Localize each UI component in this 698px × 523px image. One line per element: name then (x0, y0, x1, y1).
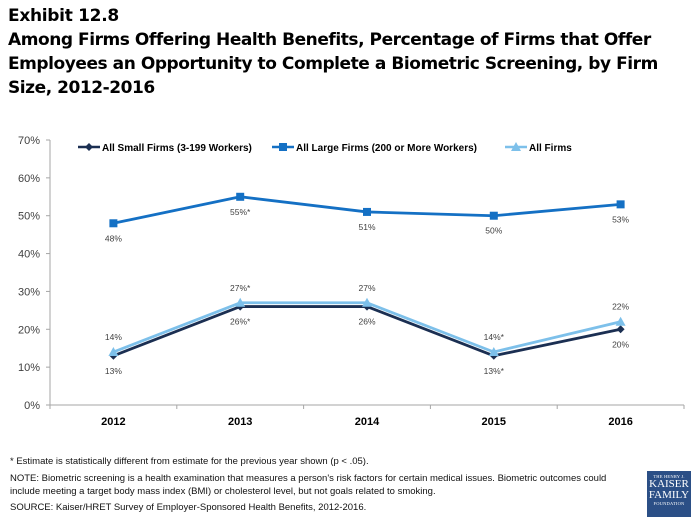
data-label: 14%* (484, 332, 505, 342)
y-tick-label: 30% (18, 286, 40, 298)
data-label: 27% (358, 283, 375, 293)
marker-diamond (85, 143, 93, 151)
data-label: 13%* (484, 366, 505, 376)
y-tick-label: 10% (18, 362, 40, 374)
marker-square (489, 211, 498, 220)
kff-logo: THE HENRY J. KAISER FAMILY FOUNDATION (647, 471, 691, 517)
legend-label: All Small Firms (3-199 Workers) (102, 143, 252, 154)
data-label: 27%* (230, 283, 251, 293)
logo-line-4: FOUNDATION (653, 501, 685, 506)
legend-label: All Firms (529, 143, 572, 154)
data-label: 14% (105, 332, 122, 342)
note: NOTE: Biometric screening is a health ex… (10, 473, 607, 497)
exhibit-number: Exhibit 12.8 (8, 6, 119, 26)
data-label: 50% (485, 226, 502, 236)
x-tick-label: 2013 (228, 416, 252, 425)
data-label: 26% (358, 317, 375, 327)
logo-line-1: THE HENRY J. (653, 474, 685, 479)
y-tick-label: 50% (18, 211, 40, 223)
marker-square (616, 200, 625, 209)
marker-triangle (362, 297, 372, 307)
data-label: 53% (612, 214, 629, 224)
marker-triangle (615, 316, 626, 326)
marker-square (279, 143, 287, 151)
data-label: 51% (358, 222, 375, 232)
y-tick-label: 20% (18, 324, 40, 336)
marker-triangle (235, 297, 246, 307)
data-labels: 13% 26%* 26% 13%* 20% 48% 55%* 51% 50% 53% 14% 27%*… (105, 207, 630, 376)
x-tick-label: 2015 (482, 416, 506, 425)
title-block: Exhibit 12.8 Among Firms Offering Health… (8, 4, 698, 100)
marker-triangle (511, 142, 521, 151)
legend: All Small Firms (3-199 Workers) All Large… (78, 142, 572, 154)
x-tick-label: 2016 (608, 416, 632, 425)
y-tick-label: 70% (18, 135, 40, 147)
footnote: * Estimate is statistically different fr… (10, 456, 369, 467)
data-label: 22% (612, 302, 629, 312)
marker-square (363, 207, 371, 216)
chart-title: Among Firms Offering Health Benefits, Pe… (8, 30, 658, 98)
marker-triangle (488, 347, 499, 356)
data-label: 20% (612, 339, 629, 349)
legend-label: All Large Firms (200 or More Workers) (296, 143, 477, 154)
logo-line-3: FAMILY (648, 489, 690, 501)
series-line (112, 305, 621, 358)
x-tick-label: 2012 (101, 416, 125, 425)
y-tick-label: 40% (18, 249, 40, 261)
marker-diamond (616, 325, 625, 334)
series-group (108, 192, 626, 360)
data-label: 13% (105, 366, 122, 376)
data-label: 26%* (230, 317, 251, 327)
data-label: 48% (105, 233, 122, 243)
y-tick-label: 0% (24, 400, 40, 412)
axes: 0% 10% 20% 30% 40% 50% 60% 70% 2012 2013 2014 2015 2… (18, 135, 685, 425)
marker-square (236, 192, 245, 201)
y-tick-label: 60% (18, 173, 40, 185)
line-chart: 0% 10% 20% 30% 40% 50% 60% 70% 2012 2013 2014 2015 2… (18, 135, 685, 425)
source: SOURCE: Kaiser/HRET Survey of Employer-S… (10, 502, 367, 513)
data-label: 55%* (230, 207, 251, 217)
x-tick-label: 2014 (355, 416, 380, 425)
marker-triangle (108, 347, 119, 356)
marker-square (109, 219, 118, 228)
logo-line-2: KAISER (649, 478, 689, 490)
